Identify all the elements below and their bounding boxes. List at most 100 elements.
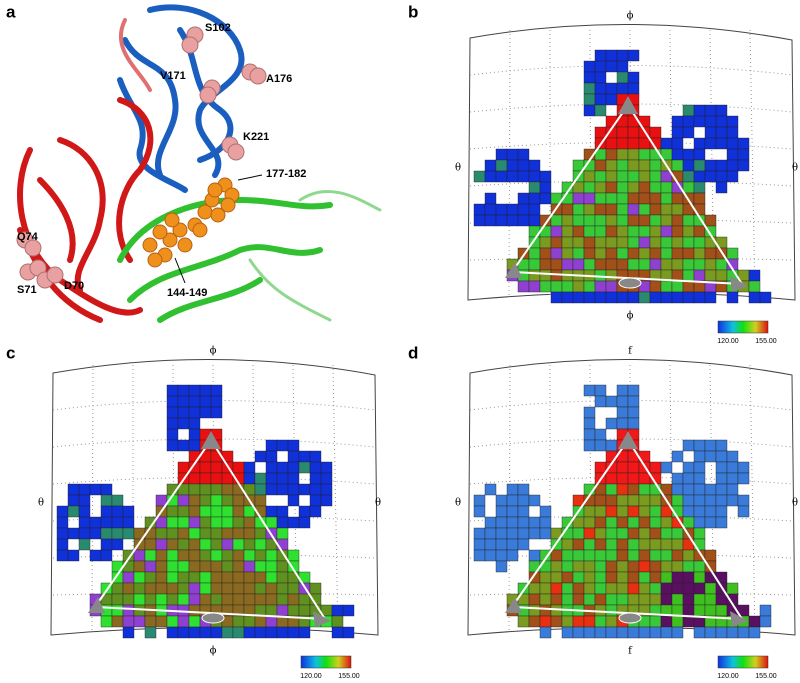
map-cell xyxy=(506,148,519,161)
orange-sphere xyxy=(210,207,226,223)
map-cell xyxy=(528,247,541,260)
map-cell xyxy=(78,505,91,518)
map-cell xyxy=(572,247,585,260)
map-cell xyxy=(309,483,322,496)
map-cell xyxy=(232,516,245,529)
map-cell xyxy=(287,483,300,496)
map-cell xyxy=(199,384,212,397)
map-cell xyxy=(111,604,124,617)
map-cell xyxy=(572,181,585,194)
map-cell xyxy=(638,181,651,194)
map-cell xyxy=(748,615,761,628)
map-cell xyxy=(122,582,135,595)
map-cell xyxy=(671,159,684,172)
map-cell xyxy=(726,148,739,161)
map-cell xyxy=(594,593,607,606)
map-cell xyxy=(682,549,695,562)
map-cell xyxy=(100,527,113,540)
map-cell xyxy=(122,505,135,518)
map-cell xyxy=(539,527,552,540)
map-cell xyxy=(759,604,772,617)
map-cell xyxy=(649,615,662,628)
map-cell xyxy=(221,505,234,518)
map-cell xyxy=(572,291,585,304)
map-cell xyxy=(726,247,739,260)
map-cell xyxy=(265,593,278,606)
orange-sphere xyxy=(220,197,236,213)
map-cell xyxy=(682,494,695,507)
orange-sphere xyxy=(152,224,168,240)
map-cell xyxy=(320,494,333,507)
map-cell xyxy=(133,571,146,584)
arrowhead xyxy=(201,431,221,449)
map-cell xyxy=(78,516,91,529)
map-cell xyxy=(693,461,706,474)
map-cell xyxy=(638,137,651,150)
map-cell xyxy=(155,560,168,573)
map-cell xyxy=(67,494,80,507)
grid-ray xyxy=(508,364,511,634)
map-cell xyxy=(177,560,190,573)
map-cell xyxy=(638,582,651,595)
map-cell xyxy=(660,192,673,205)
map-cell xyxy=(506,170,519,183)
map-cell xyxy=(166,406,179,419)
arrowhead xyxy=(618,431,638,449)
axis-label: θ xyxy=(455,498,461,509)
colorbar-label: 155.00 xyxy=(338,673,360,680)
map-cell xyxy=(495,538,508,551)
map-cell xyxy=(583,60,596,73)
panel-label: a xyxy=(6,2,16,21)
map-cell xyxy=(484,549,497,562)
map-cell xyxy=(320,483,333,496)
map-cell xyxy=(616,137,629,150)
map-cell xyxy=(221,494,234,507)
map-cell xyxy=(682,236,695,249)
map-cell xyxy=(506,516,519,529)
map-cell xyxy=(671,258,684,271)
map-cell xyxy=(715,181,728,194)
map-cell xyxy=(100,494,113,507)
map-cell xyxy=(210,593,223,606)
map-cell xyxy=(660,571,673,584)
map-cell xyxy=(188,417,201,430)
map-cell xyxy=(550,593,563,606)
map-cell xyxy=(638,203,651,216)
map-cell xyxy=(144,560,157,573)
map-cell xyxy=(561,225,574,238)
map-cell xyxy=(616,203,629,216)
map-cell xyxy=(649,505,662,518)
map-cell xyxy=(726,126,739,139)
leader-line xyxy=(237,174,263,181)
map-cell xyxy=(133,582,146,595)
map-cell xyxy=(265,615,278,628)
map-cell xyxy=(67,549,80,562)
map-cell xyxy=(616,181,629,194)
map-cell xyxy=(254,483,267,496)
map-cell xyxy=(627,192,640,205)
map-cell xyxy=(100,538,113,551)
map-cell xyxy=(232,593,245,606)
map-cell xyxy=(660,225,673,238)
map-cell xyxy=(572,549,585,562)
map-cell xyxy=(748,280,761,293)
map-cell xyxy=(715,258,728,271)
map-cell xyxy=(726,170,739,183)
map-cell xyxy=(539,571,552,584)
map-cell xyxy=(528,192,541,205)
map-cell xyxy=(243,626,256,639)
arrowhead xyxy=(505,262,522,278)
map-cell xyxy=(693,593,706,606)
map-cell xyxy=(682,516,695,529)
map-cell xyxy=(309,505,322,518)
map-cell xyxy=(177,527,190,540)
map-cell xyxy=(243,615,256,628)
protein-structure xyxy=(17,4,382,323)
map-cell xyxy=(682,104,695,117)
map-cell xyxy=(276,560,289,573)
map-cell xyxy=(320,472,333,485)
map-cell xyxy=(572,626,585,639)
map-cell xyxy=(649,582,662,595)
map-cell xyxy=(199,516,212,529)
map-cell xyxy=(605,93,618,106)
